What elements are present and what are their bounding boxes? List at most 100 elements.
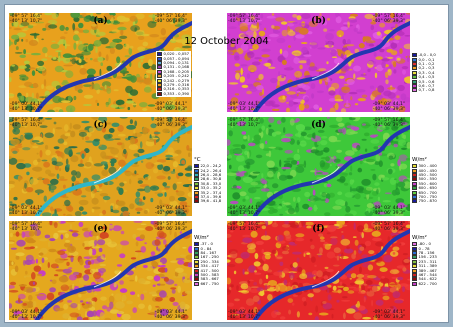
- legend-swatch: [194, 186, 199, 191]
- legend-swatch: [412, 190, 417, 195]
- legend-entry: 0,7 - 0,8: [412, 88, 445, 93]
- legend-label: 389 - 467: [418, 267, 437, 273]
- legend-swatch: [157, 91, 162, 96]
- legend-swatch: [194, 164, 199, 169]
- coord-top-left: -09° 57' 16,4" -40° 13' 10,7": [228, 118, 261, 128]
- legend-swatch: [194, 242, 199, 247]
- legend-label: 26,4 - 28,6: [200, 171, 222, 177]
- legend-swatch: [412, 272, 417, 277]
- legend-entry: 650 - 700: [412, 190, 445, 195]
- legend-swatch: [412, 177, 417, 182]
- legend-swatch: [412, 168, 417, 173]
- legend-b: -0,0 - 0,0 0,0 - 0,1 0,1 - 0,2 0,2 - 0,3 0,3…: [412, 53, 445, 93]
- coord-top-left: -09° 57' 16,4" -40° 13' 10,7": [10, 222, 43, 232]
- legend-swatch: [157, 69, 162, 74]
- coord-bottom-right: -09° 03' 44,1" -40° 06' 39,3": [372, 206, 405, 216]
- legend-label: 0,131 - 0,168: [163, 64, 190, 70]
- legend-swatch: [412, 242, 417, 247]
- map-image-e: [9, 221, 192, 320]
- legend-entry: 0,168 - 0,205: [157, 69, 190, 74]
- legend-swatch: [194, 194, 199, 199]
- legend-entry: 0,057 - 0,094: [157, 56, 190, 61]
- river-highlight: [93, 270, 122, 288]
- legend-swatch: [194, 277, 199, 282]
- panel-a: (a) -09° 57' 16,4" -40° 13' 10,7" -09° 5…: [9, 13, 227, 112]
- legend-swatch: [194, 199, 199, 204]
- legend-label: 0,2 - 0,3: [418, 65, 435, 71]
- legend-swatch: [412, 83, 417, 88]
- legend-label: 750 - 870: [418, 198, 437, 204]
- legend-label: 0 - 84: [200, 245, 212, 251]
- legend-label: 233 - 311: [418, 258, 437, 264]
- legend-swatch: [412, 277, 417, 282]
- map-image-d: [227, 117, 410, 216]
- legend-label: 0,0 - 0,1: [418, 56, 435, 62]
- legend-swatch: [157, 87, 162, 92]
- legend-label: 250 - 334: [200, 258, 219, 264]
- legend-swatch: [412, 57, 417, 62]
- legend-entry: 700 - 750: [412, 194, 445, 199]
- legend-swatch: [412, 281, 417, 286]
- legend-entry: 334 - 417: [194, 263, 227, 269]
- legend-entry: 0 - 78: [412, 246, 445, 251]
- legend-swatch: [157, 60, 162, 65]
- map-image-b: [227, 13, 410, 112]
- panel-c: (c) -09° 57' 16,4" -40° 13' 10,7" -09° 5…: [9, 117, 227, 216]
- legend-swatch: [194, 255, 199, 260]
- map-a: [9, 13, 192, 112]
- coord-bottom-left: -09° 03' 44,1" -40° 13' 10,7": [228, 206, 261, 216]
- legend-label: 667 - 750: [200, 280, 219, 286]
- coord-top-left: -09° 57' 16,4" -40° 13' 10,7": [10, 118, 43, 128]
- legend-label: 0,242 - 0,279: [163, 77, 190, 83]
- map-c: [9, 117, 192, 216]
- river-highlight: [311, 270, 340, 288]
- coord-bottom-right: -09° 03' 44,1" -40° 06' 39,3": [154, 102, 187, 112]
- legend-unit: °C: [194, 157, 201, 163]
- legend-label: 622 - 700: [418, 280, 437, 286]
- legend-swatch: [412, 259, 417, 264]
- legend-entry: 24,2 - 26,4: [194, 168, 227, 173]
- legend-label: 0,205 - 0,242: [163, 73, 190, 79]
- legend-entry: 550 - 600: [412, 181, 445, 186]
- legend-entry: 0,316 - 0,353: [157, 87, 190, 92]
- legend-entry: -37 - 0: [194, 242, 227, 247]
- legend-entry: 0,353 - 0,390: [157, 91, 190, 96]
- legend-entry: 622 - 700: [412, 280, 445, 286]
- legend-label: 30,8 - 33,0: [200, 180, 222, 186]
- river-path: [253, 21, 410, 112]
- legend-swatch: [412, 172, 417, 177]
- legend-swatch: [412, 66, 417, 71]
- legend-entry: 0,131 - 0,168: [157, 64, 190, 70]
- figure-sheet: (a) -09° 57' 16,4" -40° 13' 10,7" -09° 5…: [4, 4, 449, 323]
- legend-label: 167 - 250: [200, 254, 219, 260]
- legend-swatch: [194, 172, 199, 177]
- legend-entry: 250 - 334: [194, 258, 227, 264]
- river-path: [253, 229, 410, 320]
- legend-unit: W/m²: [194, 235, 209, 241]
- legend-swatch: [157, 74, 162, 79]
- river-path: [35, 229, 192, 320]
- legend-label: 311 - 389: [418, 263, 437, 269]
- legend-label: 33,0 - 35,2: [200, 185, 222, 191]
- map-image-a: [9, 13, 192, 112]
- legend-label: -80 - 0: [418, 241, 431, 247]
- legend-swatch: [412, 186, 417, 191]
- coord-bottom-right: -09° 03' 44,1" -40° 06' 39,3": [372, 310, 405, 320]
- legend-entry: 156 - 233: [412, 255, 445, 260]
- legend-label: 0,094 - 0,131: [163, 59, 190, 65]
- legend-label: 0,020 - 0,057: [163, 51, 190, 57]
- map-f: [227, 221, 410, 320]
- legend-swatch: [194, 181, 199, 186]
- legend-label: 600 - 650: [418, 185, 437, 191]
- legend-entry: 0,0 - 0,1: [412, 56, 445, 62]
- legend-entry: 0,242 - 0,279: [157, 77, 190, 83]
- river-path: [253, 125, 410, 216]
- legend-entry: 22,0 - 24,2: [194, 164, 227, 169]
- legend-entry: 37,4 - 39,6: [194, 194, 227, 199]
- legend-label: 334 - 417: [200, 263, 219, 269]
- map-e: [9, 221, 192, 320]
- legend-swatch: [194, 259, 199, 264]
- legend-swatch: [194, 281, 199, 286]
- panel-label: (c): [93, 120, 108, 130]
- legend-swatch: [157, 82, 162, 87]
